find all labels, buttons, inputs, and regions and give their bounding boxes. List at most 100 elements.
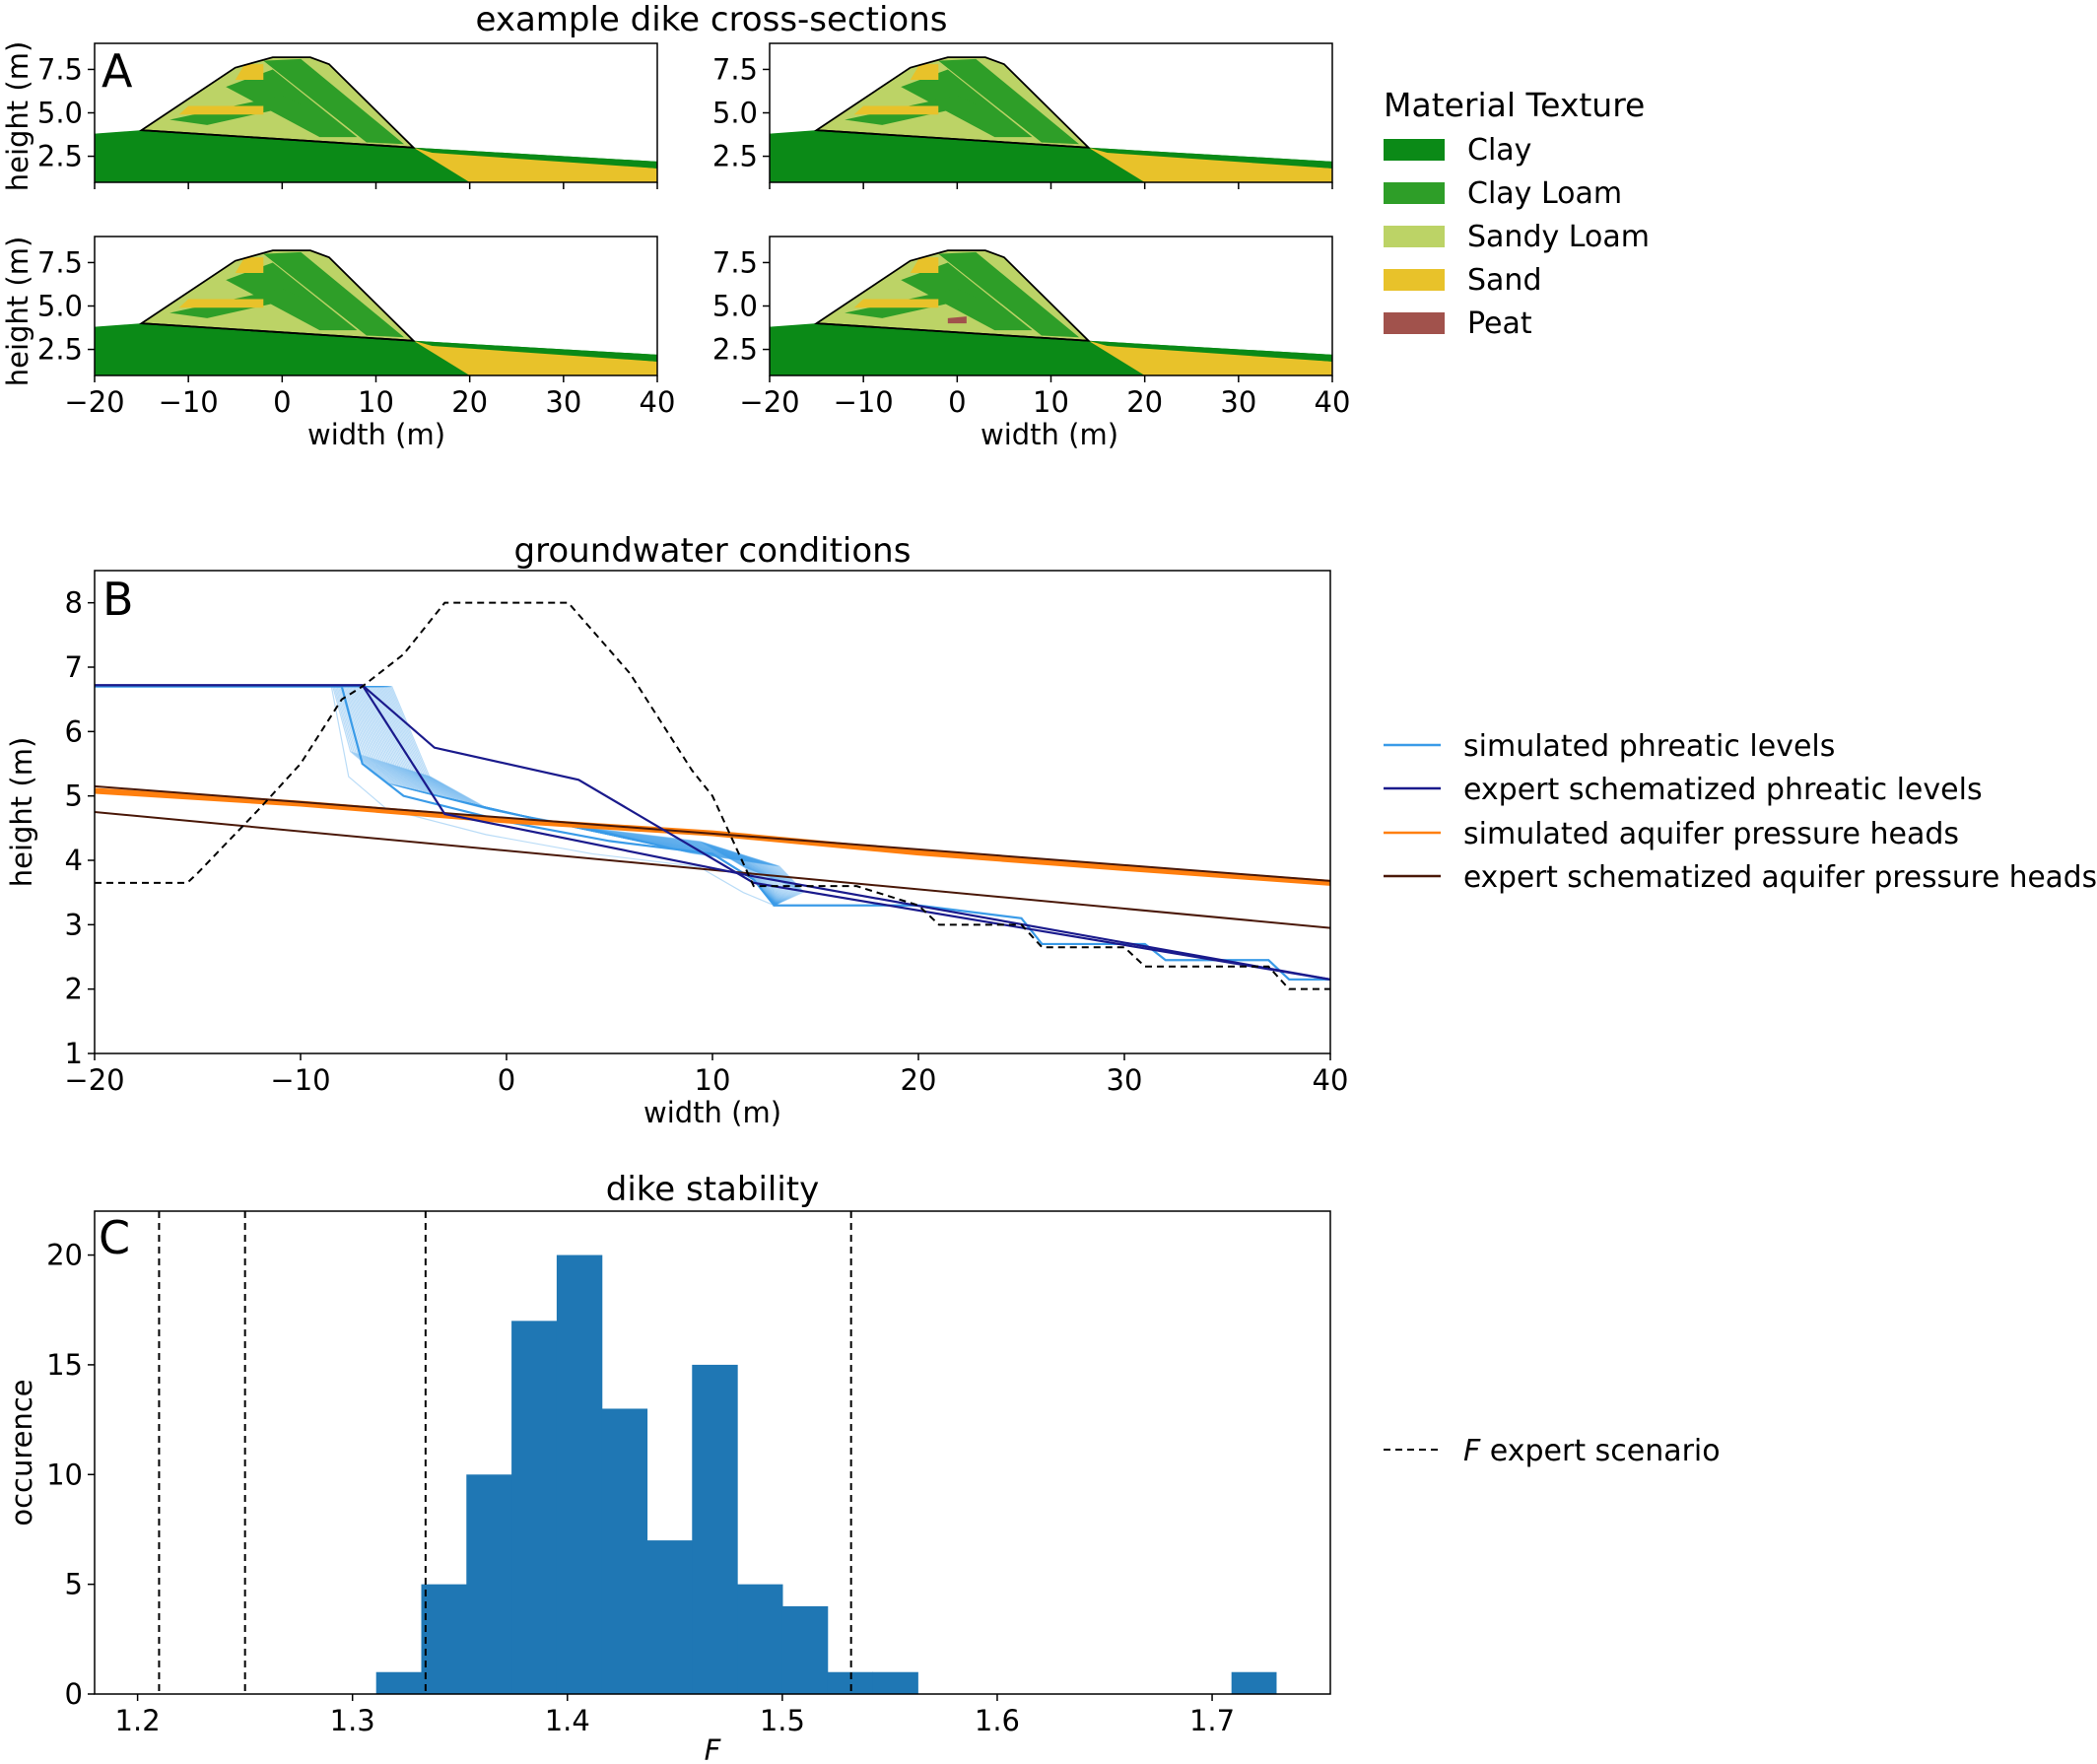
x-tick-label: 40 (640, 385, 676, 419)
cross-section-subplots: 7.5 5.0 2.5 A 7.5 5.0 2.5 7.5 5.0 2.5 −20 −10 0 10 20 3… (37, 42, 1351, 419)
panel-c-frame (94, 1210, 1331, 1695)
sand-lens (178, 299, 264, 308)
expert-aquifer-pressure-line-lower (95, 811, 1330, 929)
y-tick-label: 8 (65, 586, 83, 620)
panel-c-ticks: 1.2 1.3 1.4 1.5 1.6 1.7 0 5 10 15 20 (46, 1239, 1235, 1737)
clay-cover (1088, 340, 1332, 362)
x-tick-label: 30 (1107, 1063, 1143, 1097)
y-tick-label: 2.5 (37, 333, 83, 367)
panel-b-frame (94, 570, 1331, 1054)
sand-lens (178, 105, 264, 115)
x-tick-label: −20 (64, 385, 124, 419)
legend-label-simulated-aquifer: simulated aquifer pressure heads (1463, 817, 1959, 851)
histogram-bar (1231, 1671, 1277, 1694)
dike-base-line (816, 129, 1089, 149)
panel-a-ylabel-top: height (m) (1, 41, 34, 192)
y-tick-label: 5.0 (712, 97, 758, 130)
x-tick-label: 1.7 (1189, 1704, 1235, 1737)
sand-layer (1088, 147, 1332, 182)
panel-a-xlabel-right: width (m) (981, 418, 1118, 451)
legend-label-expert-scenario-text: expert scenario (1480, 1434, 1720, 1468)
panel-a: example dike cross-sections 7.5 5.0 2.5 A 7.… (1, 0, 1650, 451)
clay-loam-lens (263, 58, 405, 145)
histogram-bar (827, 1671, 874, 1694)
y-tick-label: 2.5 (712, 140, 758, 173)
y-tick-label: 7.5 (37, 245, 83, 279)
groundwater-legend: simulated phreatic levels expert schemat… (1384, 729, 2097, 895)
dike-surface-line (95, 601, 1330, 990)
y-tick-label: 7.5 (712, 52, 758, 86)
x-tick-label: 20 (1126, 385, 1163, 419)
y-tick-label: 1 (65, 1037, 83, 1070)
y-tick-label: 2 (65, 973, 83, 1006)
sand-layer (413, 340, 657, 375)
dike-base-line (141, 322, 414, 342)
x-tick-label: 1.4 (545, 1704, 590, 1737)
histogram-bar (646, 1540, 693, 1694)
histogram-bar (511, 1321, 558, 1694)
histogram-bar (556, 1255, 603, 1694)
panel-b-xlabel: width (m) (643, 1096, 781, 1129)
x-tick-label: 30 (1220, 385, 1256, 419)
panel-b-title: groundwater conditions (514, 531, 912, 571)
dike-base-line (141, 129, 414, 149)
panel-c-ylabel: occurence (5, 1379, 38, 1526)
legend-swatch-sandy-loam (1384, 226, 1445, 247)
legend-label-expert-aquifer: expert schematized aquifer pressure head… (1463, 860, 2097, 895)
groundwater-plot-area (95, 601, 1330, 990)
legend-swatch-clay-loam (1384, 182, 1445, 204)
x-tick-label: 10 (358, 385, 394, 419)
x-tick-label: 0 (273, 385, 291, 419)
x-tick-label: −10 (159, 385, 219, 419)
x-tick-label: −20 (739, 385, 799, 419)
y-tick-label: 5.0 (37, 290, 83, 323)
sand-layer (1088, 340, 1332, 375)
cross-section-2: 7.5 5.0 2.5 (712, 42, 1333, 189)
x-tick-label: 40 (1315, 385, 1351, 419)
panel-b: groundwater conditions −20 −10 0 10 20 30 40 1 2… (5, 531, 2097, 1129)
panel-a-letter: A (101, 44, 133, 98)
y-tick-label: 7 (65, 650, 83, 684)
y-tick-label: 2.5 (37, 140, 83, 173)
y-tick-label: 4 (65, 844, 83, 877)
y-tick-label: 3 (65, 908, 83, 941)
panel-a-ylabel-bottom: height (m) (1, 237, 34, 387)
y-tick-label: 5.0 (712, 290, 758, 323)
histogram-bar (601, 1408, 648, 1694)
legend-label-simulated-phreatic: simulated phreatic levels (1463, 729, 1835, 764)
panel-b-letter: B (102, 573, 134, 626)
y-tick-label: 2.5 (712, 333, 758, 367)
legend-swatch-sand (1384, 269, 1445, 291)
x-tick-label: −20 (64, 1063, 124, 1097)
panel-c-xlabel: F (705, 1733, 722, 1764)
histogram-bar (737, 1584, 783, 1694)
x-tick-label: 0 (948, 385, 966, 419)
legend-label-expert-phreatic: expert schematized phreatic levels (1463, 773, 1983, 807)
x-tick-label: 10 (1033, 385, 1069, 419)
y-tick-label: 0 (65, 1677, 83, 1711)
legend-label-clay: Clay (1467, 133, 1531, 168)
x-tick-label: 0 (498, 1063, 515, 1097)
y-tick-label: 10 (46, 1458, 83, 1491)
x-tick-label: 20 (901, 1063, 937, 1097)
histogram-bar (466, 1474, 512, 1694)
material-legend-title: Material Texture (1384, 86, 1645, 124)
x-tick-label: −10 (834, 385, 894, 419)
y-tick-label: 7.5 (37, 52, 83, 86)
sand-lens (853, 105, 939, 115)
panel-c-letter: C (99, 1211, 130, 1264)
panel-a-title: example dike cross-sections (476, 0, 948, 39)
legend-label-sandy-loam: Sandy Loam (1467, 220, 1650, 254)
simulated-phreatic-line (95, 685, 1330, 981)
sand-layer (413, 147, 657, 182)
x-tick-label: 30 (545, 385, 581, 419)
y-tick-label: 5 (65, 780, 83, 813)
x-tick-label: 20 (451, 385, 488, 419)
panel-b-ticks: −20 −10 0 10 20 30 40 1 2 3 4 5 6 7 8 (64, 586, 1348, 1097)
x-tick-label: 1.6 (975, 1704, 1020, 1737)
cross-section-4: 7.5 5.0 2.5 −20 −10 0 10 20 30 40 (712, 236, 1351, 419)
legend-swatch-clay (1384, 139, 1445, 161)
legend-swatch-peat (1384, 312, 1445, 334)
y-tick-label: 5.0 (37, 97, 83, 130)
